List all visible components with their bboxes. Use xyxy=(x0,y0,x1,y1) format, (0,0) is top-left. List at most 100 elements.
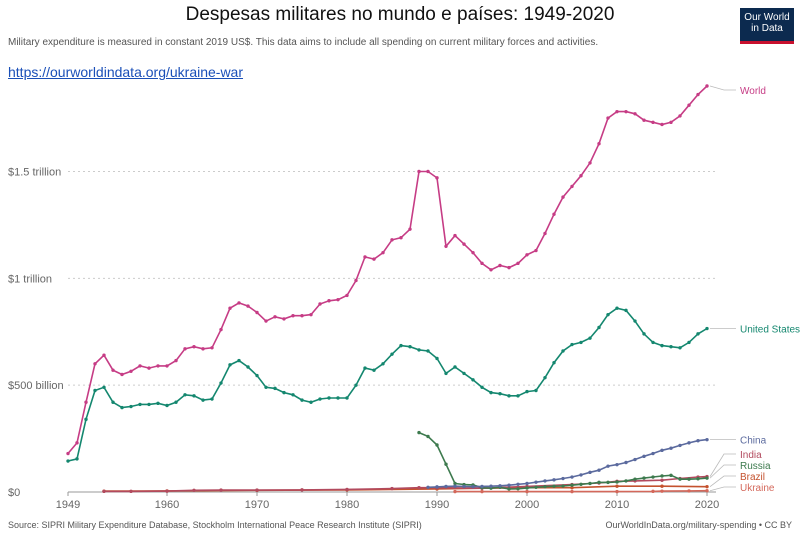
data-point-world xyxy=(588,161,592,165)
data-point-united-states xyxy=(219,381,223,385)
data-point-united-states xyxy=(210,397,214,401)
chart-title: Despesas militares no mundo e países: 19… xyxy=(185,4,615,25)
data-point-world xyxy=(462,242,466,246)
data-point-russia xyxy=(426,434,430,439)
data-point-world xyxy=(282,317,286,321)
data-point-world xyxy=(291,314,295,318)
data-point-united-states xyxy=(264,385,268,389)
data-point-world xyxy=(129,369,133,373)
data-point-world xyxy=(390,238,394,242)
data-point-russia xyxy=(534,485,538,489)
data-point-world xyxy=(417,169,421,174)
data-point-china xyxy=(660,448,664,453)
data-point-russia xyxy=(516,487,520,491)
data-point-world xyxy=(147,366,151,370)
data-point-united-states xyxy=(129,404,133,409)
data-point-world xyxy=(480,261,484,266)
data-point-china xyxy=(471,484,475,489)
data-point-russia xyxy=(642,476,646,480)
data-point-india xyxy=(219,488,223,492)
data-point-united-states xyxy=(336,396,340,400)
data-point-world xyxy=(696,92,700,97)
data-point-russia xyxy=(687,477,691,481)
data-point-united-states xyxy=(399,343,403,348)
data-point-world xyxy=(408,227,412,231)
data-point-world xyxy=(210,346,214,350)
data-point-china xyxy=(498,484,502,488)
data-point-world xyxy=(255,310,259,315)
data-point-china xyxy=(462,484,466,489)
ukraine-war-link[interactable]: https://ourworldindata.org/ukraine-war xyxy=(8,64,244,80)
data-point-world xyxy=(444,244,448,248)
y-tick-label: $1 trillion xyxy=(8,273,52,285)
data-point-china xyxy=(561,476,565,481)
data-point-world xyxy=(273,315,277,319)
data-point-united-states xyxy=(111,400,115,404)
data-point-united-states xyxy=(597,325,601,330)
data-point-united-states xyxy=(318,397,322,401)
data-point-china xyxy=(507,483,511,487)
data-point-united-states xyxy=(309,400,313,404)
series-label-india: India xyxy=(740,450,762,461)
data-point-world xyxy=(264,319,268,323)
data-point-united-states xyxy=(255,373,259,378)
data-point-united-states xyxy=(552,361,556,365)
owid-logo[interactable]: Our World in Data xyxy=(740,8,794,44)
data-point-india xyxy=(129,489,133,494)
data-point-united-states xyxy=(606,312,610,317)
data-point-united-states xyxy=(102,385,106,389)
data-point-united-states xyxy=(696,332,700,336)
data-point-china xyxy=(444,484,448,489)
data-point-russia xyxy=(453,481,457,486)
data-point-world xyxy=(435,176,439,180)
data-point-china xyxy=(624,460,628,465)
label-connector-ukraine xyxy=(709,486,736,492)
data-point-united-states xyxy=(183,393,187,397)
data-point-united-states xyxy=(291,393,295,397)
series-line-united-states xyxy=(67,307,708,462)
y-tick-label: $500 billion xyxy=(8,380,64,392)
data-point-united-states xyxy=(687,340,691,345)
data-point-china xyxy=(597,468,601,472)
data-point-russia xyxy=(606,480,610,485)
data-point-india xyxy=(300,488,304,492)
data-point-russia xyxy=(678,477,682,481)
data-point-united-states xyxy=(84,417,88,422)
logo-line-2: in Data xyxy=(751,23,783,34)
data-point-china xyxy=(588,470,592,475)
series-line-world xyxy=(67,85,708,455)
data-point-united-states xyxy=(651,340,655,345)
data-point-world xyxy=(372,257,376,261)
data-point-united-states xyxy=(273,386,277,391)
data-point-china xyxy=(633,457,637,462)
data-point-world xyxy=(489,268,493,272)
data-point-world xyxy=(138,364,142,368)
data-point-world xyxy=(201,347,205,351)
data-point-united-states xyxy=(237,358,241,363)
data-point-world xyxy=(570,184,574,189)
data-point-world xyxy=(111,368,115,372)
source-note: Source: SIPRI Military Expenditure Datab… xyxy=(8,520,422,530)
data-point-russia xyxy=(624,479,628,483)
data-point-china xyxy=(696,439,700,443)
data-point-world xyxy=(318,302,322,306)
data-point-united-states xyxy=(192,394,196,398)
data-point-russia xyxy=(696,477,700,481)
data-point-united-states xyxy=(228,363,232,367)
data-point-united-states xyxy=(507,394,511,398)
data-point-world xyxy=(426,169,430,174)
data-point-united-states xyxy=(408,344,412,349)
data-point-china xyxy=(543,479,547,483)
data-point-united-states xyxy=(372,368,376,372)
data-point-united-states xyxy=(525,389,529,394)
data-point-world xyxy=(309,312,313,317)
data-point-world xyxy=(543,231,547,236)
data-point-china xyxy=(516,482,520,487)
data-point-united-states xyxy=(471,378,475,382)
data-point-world xyxy=(174,358,178,363)
data-point-world xyxy=(156,364,160,368)
data-point-united-states xyxy=(444,371,448,376)
series-label-russia: Russia xyxy=(740,461,771,472)
data-point-united-states xyxy=(453,365,457,369)
